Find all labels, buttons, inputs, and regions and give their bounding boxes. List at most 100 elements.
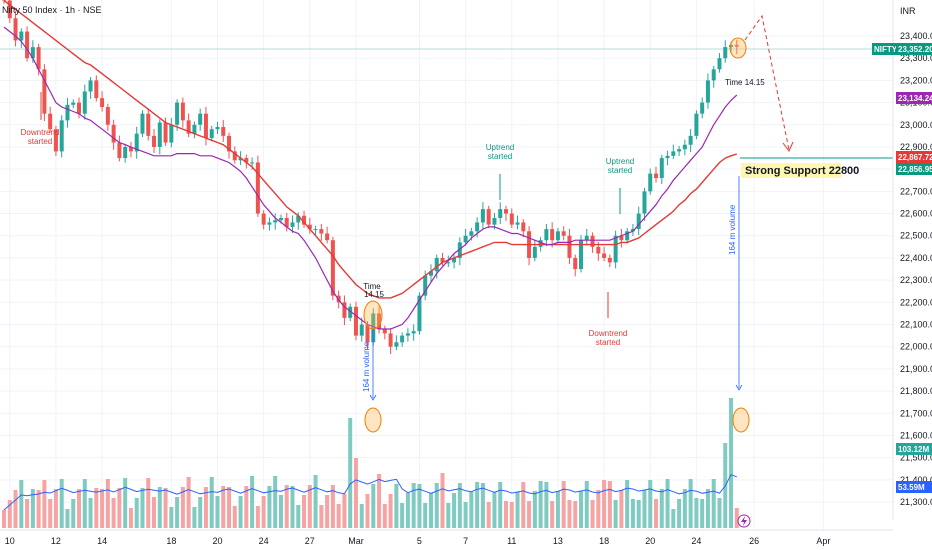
candle-body	[538, 240, 543, 247]
candle-body	[694, 113, 699, 136]
candle-body	[648, 173, 653, 192]
candle-body	[642, 191, 647, 214]
volume-bar	[561, 481, 566, 528]
candle-body	[480, 209, 485, 223]
volume-bar	[111, 498, 116, 528]
lightning-icon[interactable]	[737, 514, 751, 528]
candle-body	[348, 306, 353, 318]
volume-bar	[682, 489, 687, 528]
candle-body	[255, 162, 260, 214]
price-tick-label: 22,000.00	[900, 342, 932, 352]
candle-body	[65, 104, 70, 121]
candle-body	[146, 113, 151, 136]
volume-bar	[659, 489, 664, 528]
downtrend-annotation-2: Downtrend started	[589, 292, 627, 347]
price-axis[interactable]	[893, 0, 932, 520]
candle-body	[521, 222, 526, 232]
volume-bar	[100, 489, 105, 528]
candle-body	[411, 331, 416, 334]
candle-body	[140, 113, 145, 134]
candle-body	[567, 235, 572, 258]
candle-body	[452, 257, 457, 263]
candle-body	[423, 275, 428, 296]
volume-badge: 103.12M	[896, 443, 932, 455]
volume-bar	[555, 491, 560, 528]
candle-body	[77, 102, 82, 114]
volume-bar	[221, 486, 226, 528]
time-axis[interactable]	[0, 530, 893, 550]
time-tick-label: 18	[166, 536, 176, 546]
volume-bar	[152, 497, 157, 528]
candle-body	[180, 102, 185, 121]
volume-bar	[330, 485, 335, 528]
svg-text:103.12M: 103.12M	[898, 445, 929, 454]
candle-body	[100, 98, 105, 108]
candle-body	[48, 113, 53, 130]
uptrend-annotation-1: Uptrend started	[486, 143, 514, 200]
volume-bar	[296, 505, 301, 528]
price-tick-label: 23,300.00	[900, 53, 932, 63]
volume-bar	[596, 490, 601, 528]
volume-bar	[250, 476, 255, 528]
volume-bar	[677, 499, 682, 528]
time-axis-ticks: 10 12 14 18 20 24 27 Mar 5 7 11 13 18 20 24 26 Apr	[5, 536, 831, 546]
price-tick-label: 23,400.00	[900, 31, 932, 41]
volume-bar	[636, 500, 641, 528]
volume-bar	[579, 491, 583, 528]
svg-text:23,352.20: 23,352.20	[898, 45, 932, 54]
candle-body	[417, 295, 422, 332]
volume-bar	[175, 497, 180, 528]
volume-bar	[59, 479, 64, 528]
price-tick-label: 21,500.00	[900, 453, 932, 463]
candle-body	[169, 124, 174, 143]
chart-title: Nifty 50 Index · 1h · NSE	[2, 5, 102, 15]
volume-bar	[359, 504, 364, 528]
time-tick-label: 24	[259, 536, 269, 546]
svg-text:Strong Support 22800: Strong Support 22800	[745, 165, 859, 177]
candle-body	[123, 146, 128, 159]
svg-text:22,867.72: 22,867.72	[898, 153, 932, 162]
candle-body	[313, 229, 318, 231]
candle-body	[134, 133, 139, 152]
candle-body	[227, 135, 232, 152]
candle-body	[486, 209, 491, 225]
candle-body	[117, 142, 122, 159]
svg-text:started: started	[608, 166, 632, 175]
volume-bar	[734, 508, 739, 528]
candle-body	[717, 58, 722, 70]
candle-body	[7, 0, 12, 19]
candle-body	[394, 342, 399, 347]
volume-bar	[42, 480, 47, 528]
last-price-badge: NIFTY 23,352.20	[872, 43, 932, 55]
volume-bar	[567, 500, 572, 528]
time-tick-label: 20	[645, 536, 655, 546]
candle-body	[509, 213, 514, 225]
volume-bar	[584, 481, 589, 528]
volume-bar	[550, 501, 555, 528]
price-tick-label: 22,400.00	[900, 253, 932, 263]
candle-body	[152, 135, 157, 147]
candle-body	[273, 220, 278, 223]
candle-body	[250, 162, 255, 164]
candle-body	[579, 240, 583, 270]
volume-bar	[503, 501, 508, 528]
candle-body	[215, 126, 220, 130]
svg-text:started: started	[28, 137, 52, 146]
candle-body	[232, 151, 237, 161]
candle-body	[359, 324, 364, 336]
moving-average-fast	[3, 26, 738, 330]
svg-text:164 m volume: 164 m volume	[728, 204, 737, 255]
candle-body	[25, 31, 30, 59]
candle-body	[203, 113, 208, 139]
volume-bar	[717, 498, 722, 528]
volume-bar	[492, 492, 497, 528]
volume-bar	[694, 498, 699, 528]
price-tick-label: 22,100.00	[900, 320, 932, 330]
volume-bar	[377, 474, 382, 528]
support-price-badge: 22,856.95	[896, 163, 932, 175]
price-tick-label: 21,300.00	[900, 497, 932, 507]
candle-body	[475, 222, 480, 232]
uptrend-annotation-2: Uptrend started	[606, 157, 634, 214]
candle-body	[163, 122, 168, 143]
